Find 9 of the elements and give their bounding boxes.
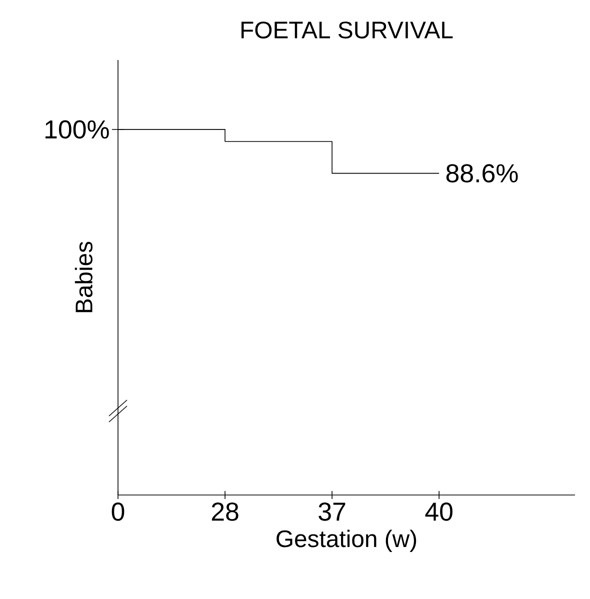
annotation: 88.6% — [446, 164, 518, 182]
x-tick-label: 28 — [212, 502, 238, 521]
x-axis-title: Gestation (w) — [276, 530, 416, 552]
x-tick-label: 0 — [112, 502, 124, 521]
chart-title: FOETAL SURVIVAL — [242, 22, 453, 38]
x-tick-label: 40 — [425, 502, 452, 521]
annotation: 100% — [46, 120, 109, 139]
y-axis-title: Babies — [74, 242, 92, 312]
x-tick-label: 37 — [318, 502, 346, 521]
